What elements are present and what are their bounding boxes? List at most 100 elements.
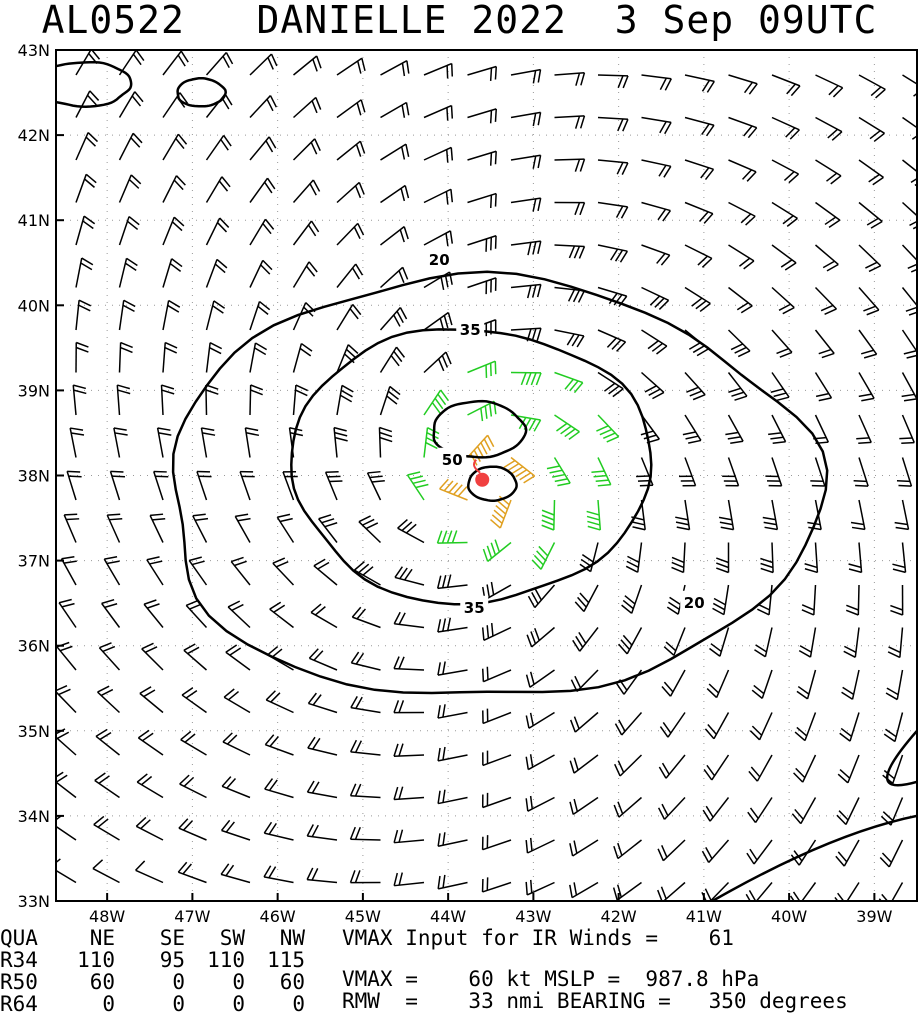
wind-barb bbox=[438, 747, 467, 761]
wind-barb bbox=[96, 730, 119, 755]
y-tick-label: 38N bbox=[18, 467, 50, 486]
wind-barb bbox=[511, 112, 541, 126]
wind-barb bbox=[184, 644, 207, 670]
wind-barb bbox=[438, 704, 467, 718]
wind-barb bbox=[110, 471, 124, 500]
contour-label: 20 bbox=[429, 251, 450, 269]
wind-barb bbox=[352, 607, 380, 627]
wind-barb bbox=[163, 217, 184, 245]
table-cell: 0 bbox=[185, 993, 245, 1015]
wind-barb bbox=[511, 198, 541, 211]
y-tick-label: 37N bbox=[18, 552, 50, 571]
wind-barb bbox=[598, 118, 628, 132]
wind-barb bbox=[859, 203, 882, 229]
wind-barb bbox=[138, 730, 163, 755]
wind-barb bbox=[575, 585, 598, 612]
wind-barb bbox=[483, 540, 511, 562]
wind-barb bbox=[265, 779, 294, 798]
wind-barb bbox=[438, 661, 468, 675]
wind-barb bbox=[794, 755, 816, 782]
wind-barb bbox=[816, 330, 835, 358]
wind-barb bbox=[702, 840, 728, 863]
wind-barb bbox=[768, 415, 785, 443]
wind-barb bbox=[264, 866, 293, 883]
x-tick-label: 46W bbox=[260, 907, 296, 926]
wind-barb bbox=[729, 203, 756, 226]
wind-barb bbox=[816, 160, 841, 184]
wind-barb bbox=[294, 97, 321, 117]
wind-barb bbox=[438, 790, 467, 804]
wind-barb bbox=[886, 670, 902, 700]
wind-barb bbox=[765, 458, 781, 486]
wind-barb bbox=[207, 53, 233, 75]
wind-barb bbox=[120, 217, 140, 245]
wind-barb bbox=[207, 135, 232, 160]
wind-barb bbox=[264, 822, 293, 840]
wind-barb bbox=[273, 558, 294, 585]
wind-barb bbox=[107, 514, 122, 542]
wind-barb bbox=[792, 798, 815, 824]
wind-barb bbox=[394, 787, 424, 800]
wind-barb bbox=[483, 835, 511, 850]
y-tick-label: 36N bbox=[18, 637, 50, 656]
wind-barb bbox=[725, 415, 743, 443]
wind-barb bbox=[511, 284, 541, 298]
wind-barb bbox=[250, 96, 276, 118]
wind-barb bbox=[314, 559, 337, 585]
wind-barb bbox=[659, 755, 685, 778]
wind-barb bbox=[747, 840, 772, 864]
wind-barb bbox=[483, 623, 511, 640]
wind-barb bbox=[719, 500, 733, 530]
wind-barb bbox=[424, 352, 451, 372]
table-row-label: R34 bbox=[0, 949, 38, 971]
wind-barb bbox=[59, 600, 76, 628]
wind-barb bbox=[483, 877, 511, 892]
wind-barb bbox=[51, 816, 76, 840]
x-tick-label: 48W bbox=[89, 907, 125, 926]
wind-barb bbox=[844, 628, 859, 658]
wind-barb bbox=[307, 781, 337, 798]
wind-barb bbox=[102, 600, 120, 628]
wind-barb bbox=[816, 288, 837, 315]
wind-barb bbox=[424, 189, 452, 204]
wind-barb bbox=[424, 313, 452, 331]
x-tick-label: 47W bbox=[174, 907, 210, 926]
wind-barb bbox=[224, 689, 250, 713]
wind-barb bbox=[250, 219, 274, 245]
wind-barb bbox=[76, 343, 88, 373]
wind-barb bbox=[555, 203, 585, 215]
wind-barb bbox=[555, 415, 580, 439]
info-line-1: VMAX Input for IR Winds = 61 bbox=[342, 927, 734, 949]
wind-barb bbox=[76, 91, 99, 118]
wind-barb bbox=[250, 260, 272, 287]
wind-barb bbox=[424, 231, 452, 246]
wind-barb bbox=[750, 713, 772, 740]
table-row-label: R50 bbox=[0, 971, 38, 993]
wind-barb bbox=[351, 870, 381, 882]
wind-barb bbox=[207, 177, 231, 203]
wind-barb bbox=[50, 859, 76, 883]
wind-barb bbox=[468, 194, 497, 208]
wind-barb bbox=[337, 223, 364, 245]
wind-barb bbox=[835, 883, 859, 908]
wind-barb bbox=[802, 585, 816, 615]
wind-barb bbox=[555, 159, 585, 171]
wind-barb bbox=[598, 160, 628, 175]
wind-barb bbox=[368, 472, 385, 500]
wind-barb bbox=[856, 415, 871, 443]
wind-barb bbox=[440, 479, 468, 500]
contour-nw-1 bbox=[31, 62, 131, 106]
table-cell: 115 bbox=[245, 949, 305, 971]
wind-barb bbox=[231, 557, 250, 585]
wind-barb bbox=[179, 819, 207, 840]
wind-barb bbox=[394, 700, 424, 712]
wind-barb bbox=[398, 520, 424, 543]
wind-barb bbox=[163, 176, 185, 203]
table-cell: 0 bbox=[245, 993, 305, 1015]
wind-barb bbox=[614, 840, 642, 859]
wind-barb bbox=[137, 774, 163, 798]
wind-barb bbox=[381, 386, 401, 415]
table-cell: 0 bbox=[185, 971, 245, 993]
wind-barb bbox=[163, 343, 177, 373]
